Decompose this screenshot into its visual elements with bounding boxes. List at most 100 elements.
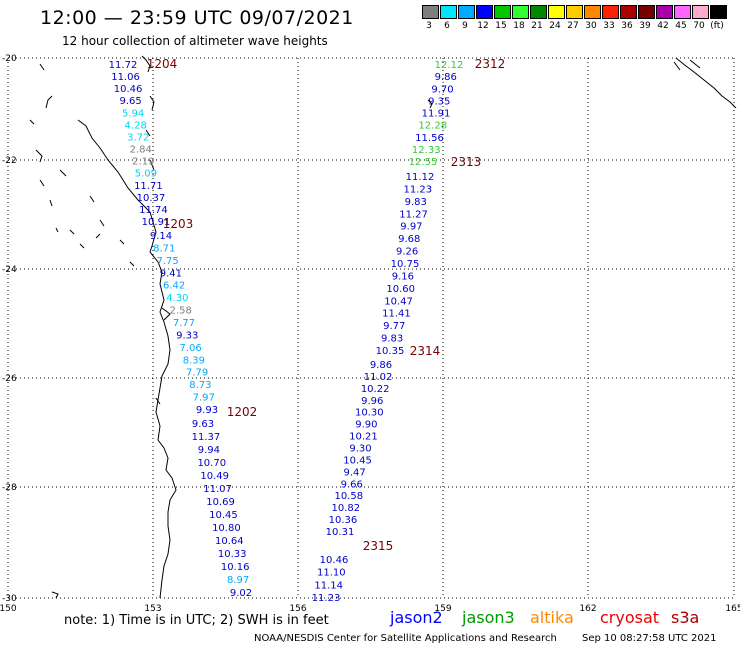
- wave-height-label: 5.94: [122, 108, 144, 119]
- track-time-label: 1202: [227, 405, 258, 419]
- wave-height-label: 9.86: [435, 72, 457, 83]
- color-scale-label: 3: [426, 21, 432, 31]
- color-scale-label: 18: [513, 21, 525, 31]
- wave-height-label: 10.46: [114, 84, 143, 95]
- wave-height-label: 2.58: [170, 306, 192, 317]
- color-swatch: [476, 5, 493, 19]
- wave-height-label: 7.06: [179, 343, 201, 354]
- color-scale-label: 9: [462, 21, 468, 31]
- lat-label: -24: [2, 265, 17, 275]
- wave-height-label: 7.79: [186, 368, 208, 379]
- wave-height-label: 11.56: [415, 133, 444, 144]
- wave-height-label: 10.35: [376, 346, 405, 357]
- wave-height-label: 9.02: [230, 588, 252, 599]
- wave-height-label: 11.23: [312, 593, 341, 604]
- color-swatch: [674, 5, 691, 19]
- wave-height-label: 10.58: [334, 491, 363, 502]
- color-swatch: [512, 5, 529, 19]
- wave-height-label: 8.97: [227, 575, 249, 586]
- wave-height-label: 11.06: [111, 72, 140, 83]
- legend-jason3: jason3: [462, 608, 515, 627]
- wave-height-label: 10.80: [212, 523, 241, 534]
- color-scale-label: 12: [477, 21, 489, 31]
- color-swatch: [458, 5, 475, 19]
- wave-height-label: 9.68: [398, 234, 420, 245]
- wave-height-label: 8.73: [189, 380, 211, 391]
- color-scale-label: 6: [444, 21, 450, 31]
- wave-height-label: 10.49: [200, 471, 229, 482]
- wave-height-label: 9.16: [392, 271, 414, 282]
- color-swatch: [566, 5, 583, 19]
- color-swatch: [638, 5, 655, 19]
- color-scale-label: 15: [495, 21, 507, 31]
- wave-height-label: 2.84: [130, 145, 152, 156]
- wave-height-label: 10.33: [218, 549, 247, 560]
- color-swatch: [422, 5, 439, 19]
- wave-height-label: 3.72: [127, 132, 149, 143]
- wave-height-label: 10.75: [391, 259, 420, 270]
- wave-height-label: 9.77: [383, 321, 405, 332]
- wave-height-label: 12.33: [412, 145, 441, 156]
- wave-height-label: 6.42: [163, 281, 185, 292]
- wave-height-label: 12.12: [435, 60, 464, 71]
- wave-height-label: 9.86: [370, 360, 392, 371]
- wave-height-label: 11.71: [134, 181, 163, 192]
- wave-height-label: 9.90: [355, 420, 377, 431]
- credit-text: NOAA/NESDIS Center for Satellite Applica…: [254, 633, 557, 644]
- track-1202: 9.63 11.37 9.94 10.70 10.49 11.07 10.69 10.45 10…: [192, 405, 258, 599]
- color-swatch: [692, 5, 709, 19]
- color-scale-label: 27: [567, 21, 579, 31]
- wave-height-label: 11.12: [406, 172, 435, 183]
- wave-height-label: 9.63: [192, 419, 214, 430]
- legend-altika: altika: [530, 608, 574, 627]
- wave-height-label: 10.46: [320, 555, 349, 566]
- lon-label: 156: [289, 604, 306, 614]
- wave-height-label: 12.28: [418, 121, 447, 132]
- wave-height-label: 11.72: [109, 60, 138, 71]
- wave-height-label: 10.22: [361, 384, 390, 395]
- wave-height-label: 10.16: [221, 562, 250, 573]
- track-time-label: 1204: [147, 57, 178, 71]
- lon-label: 153: [144, 604, 161, 614]
- wave-height-label: 8.71: [153, 243, 175, 254]
- map-title: 12:00 — 23:59 UTC 09/07/2021: [40, 7, 354, 29]
- color-scale-label: 39: [639, 21, 651, 31]
- wave-height-label: 4.28: [125, 120, 147, 131]
- footer-note: note: 1) Time is in UTC; 2) SWH is in fe…: [64, 613, 329, 628]
- wave-height-label: 10.37: [137, 193, 166, 204]
- coral-reef-1: [141, 55, 155, 171]
- wave-height-label: 10.21: [349, 432, 378, 443]
- track-2314: 9.8611.0210.229.9610.309.9010.219.3010.4…: [326, 344, 441, 538]
- color-scale-label: 24: [549, 21, 561, 31]
- satellite-tracks: 11.7211.0610.469.655.944.283.722.842.195…: [109, 57, 506, 604]
- wave-height-label: 9.35: [428, 96, 450, 107]
- wave-height-label: 11.27: [399, 209, 428, 220]
- track-time-label: 2313: [451, 155, 482, 169]
- color-swatch: [602, 5, 619, 19]
- lat-label: -20: [2, 54, 17, 64]
- wave-height-label: 11.37: [192, 432, 221, 443]
- wave-height-label: 7.77: [173, 318, 195, 329]
- new-caledonia-coast: [673, 57, 737, 109]
- australia-coast: [39, 63, 177, 599]
- wave-height-label: 9.83: [381, 334, 403, 345]
- coral-reef-2: [155, 307, 171, 405]
- wave-height-label: 4.30: [166, 293, 188, 304]
- color-scale-label: (ft): [710, 21, 724, 31]
- lon-label: 165: [725, 604, 740, 614]
- wave-height-label: 7.75: [156, 256, 178, 267]
- wave-height-label: 9.65: [119, 96, 141, 107]
- wave-height-label: 12.55: [409, 157, 438, 168]
- wave-height-label: 10.30: [355, 408, 384, 419]
- wave-height-label: 9.83: [405, 197, 427, 208]
- lat-label: -22: [2, 156, 17, 166]
- lon-label: 162: [579, 604, 596, 614]
- track-time-label: 2314: [410, 344, 441, 358]
- wave-height-label: 8.39: [183, 355, 205, 366]
- wave-height-label: 9.66: [341, 479, 363, 490]
- graticule: [7, 57, 735, 599]
- track-time-label: 1203: [163, 217, 194, 231]
